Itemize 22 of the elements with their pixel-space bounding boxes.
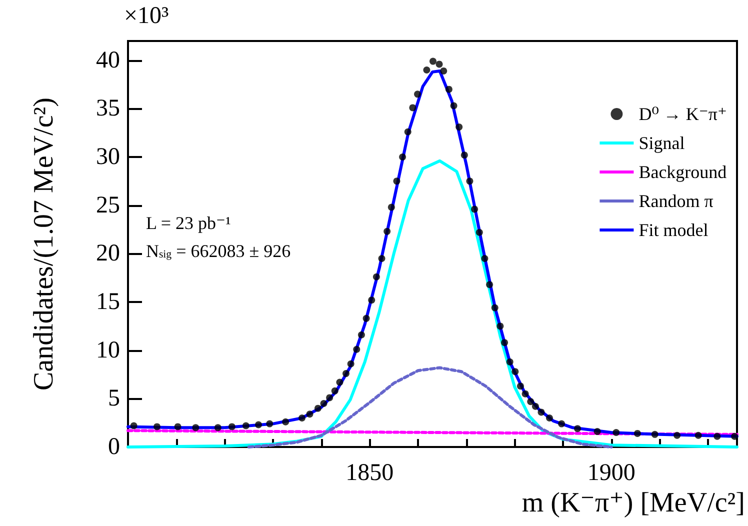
y-tick-label: 15 — [96, 289, 120, 315]
y-tick-label: 35 — [96, 96, 120, 122]
y-tick-label: 40 — [96, 47, 120, 74]
y-tick-label: 30 — [96, 144, 120, 170]
legend-label: D⁰ → K⁻π⁺ — [638, 104, 728, 124]
y-axis-title: Candidates/(1.07 MeV/c²) — [28, 98, 60, 390]
legend-label: Background — [638, 162, 727, 182]
y-tick-label: 0 — [108, 434, 120, 460]
line-series — [247, 366, 613, 448]
x-axis-title: m (K⁻π⁺) [MeV/c²] — [522, 488, 745, 518]
annotation: Nsig = 662083 ± 926 — [146, 241, 291, 261]
x-tick-label: 1900 — [587, 460, 636, 486]
annotation: L = 23 pb⁻¹ — [146, 213, 231, 233]
y-tick-label: 25 — [96, 192, 120, 218]
legend-label: Random π — [638, 191, 714, 211]
y-tick-label: 10 — [96, 337, 120, 364]
legend-label: Fit model — [638, 220, 708, 240]
y-tick-label: 5 — [108, 386, 120, 412]
x-tick-label: 1850 — [346, 460, 394, 486]
y-tick-label: 20 — [96, 240, 120, 267]
legend-label: Signal — [638, 133, 685, 153]
text: ×10³ — [124, 3, 169, 29]
